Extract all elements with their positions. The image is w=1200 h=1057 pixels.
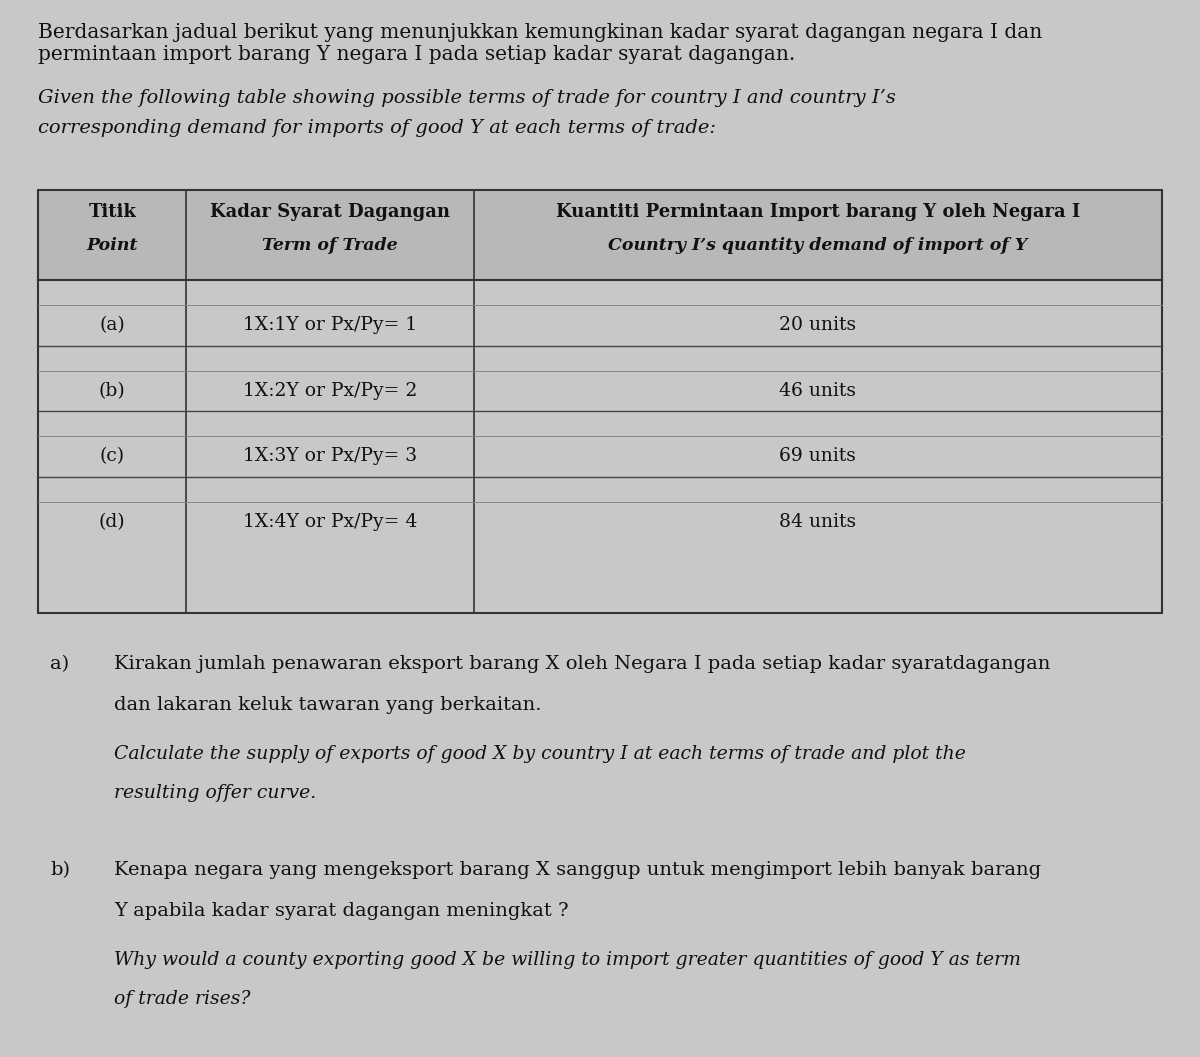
Text: Point: Point — [86, 237, 138, 255]
Text: Calculate the supply of exports of good X by country I at each terms of trade an: Calculate the supply of exports of good … — [114, 745, 966, 763]
Text: 46 units: 46 units — [779, 382, 857, 400]
Text: 84 units: 84 units — [779, 513, 857, 531]
Text: Term of Trade: Term of Trade — [262, 237, 398, 255]
Text: Why would a county exporting good X be willing to import greater quantities of g: Why would a county exporting good X be w… — [114, 951, 1021, 969]
Text: 1X:4Y or Px/Py= 4: 1X:4Y or Px/Py= 4 — [242, 513, 418, 531]
Text: corresponding demand for imports of good Y at each terms of trade:: corresponding demand for imports of good… — [38, 119, 716, 137]
Text: Given the following table showing possible terms of trade for country I and coun: Given the following table showing possib… — [38, 89, 896, 107]
Text: Country I’s quantity demand of import of Y: Country I’s quantity demand of import of… — [608, 237, 1027, 255]
Text: (c): (c) — [100, 447, 125, 465]
Text: (a): (a) — [100, 316, 125, 334]
Text: resulting offer curve.: resulting offer curve. — [114, 784, 317, 802]
Text: Kuantiti Permintaan Import barang Y oleh Negara I: Kuantiti Permintaan Import barang Y oleh… — [556, 203, 1080, 221]
Text: 1X:2Y or Px/Py= 2: 1X:2Y or Px/Py= 2 — [242, 382, 418, 400]
Text: Kadar Syarat Dagangan: Kadar Syarat Dagangan — [210, 203, 450, 221]
Text: of trade rises?: of trade rises? — [114, 990, 251, 1008]
Text: 20 units: 20 units — [779, 316, 857, 334]
Text: dan lakaran keluk tawaran yang berkaitan.: dan lakaran keluk tawaran yang berkaitan… — [114, 696, 541, 713]
Text: 69 units: 69 units — [779, 447, 857, 465]
Text: b): b) — [50, 861, 71, 879]
Text: Kirakan jumlah penawaran eksport barang X oleh Negara I pada setiap kadar syarat: Kirakan jumlah penawaran eksport barang … — [114, 655, 1050, 673]
Text: Titik: Titik — [89, 203, 136, 221]
Text: (b): (b) — [98, 382, 126, 400]
Text: Berdasarkan jadual berikut yang menunjukkan kemungkinan kadar syarat dagangan ne: Berdasarkan jadual berikut yang menunjuk… — [38, 23, 1043, 64]
Text: (d): (d) — [98, 513, 126, 531]
Text: 1X:1Y or Px/Py= 1: 1X:1Y or Px/Py= 1 — [242, 316, 418, 334]
Text: a): a) — [50, 655, 70, 673]
Text: Y apabila kadar syarat dagangan meningkat ?: Y apabila kadar syarat dagangan meningka… — [114, 902, 569, 920]
Text: 1X:3Y or Px/Py= 3: 1X:3Y or Px/Py= 3 — [242, 447, 418, 465]
Text: Kenapa negara yang mengeksport barang X sanggup untuk mengimport lebih banyak ba: Kenapa negara yang mengeksport barang X … — [114, 861, 1042, 879]
